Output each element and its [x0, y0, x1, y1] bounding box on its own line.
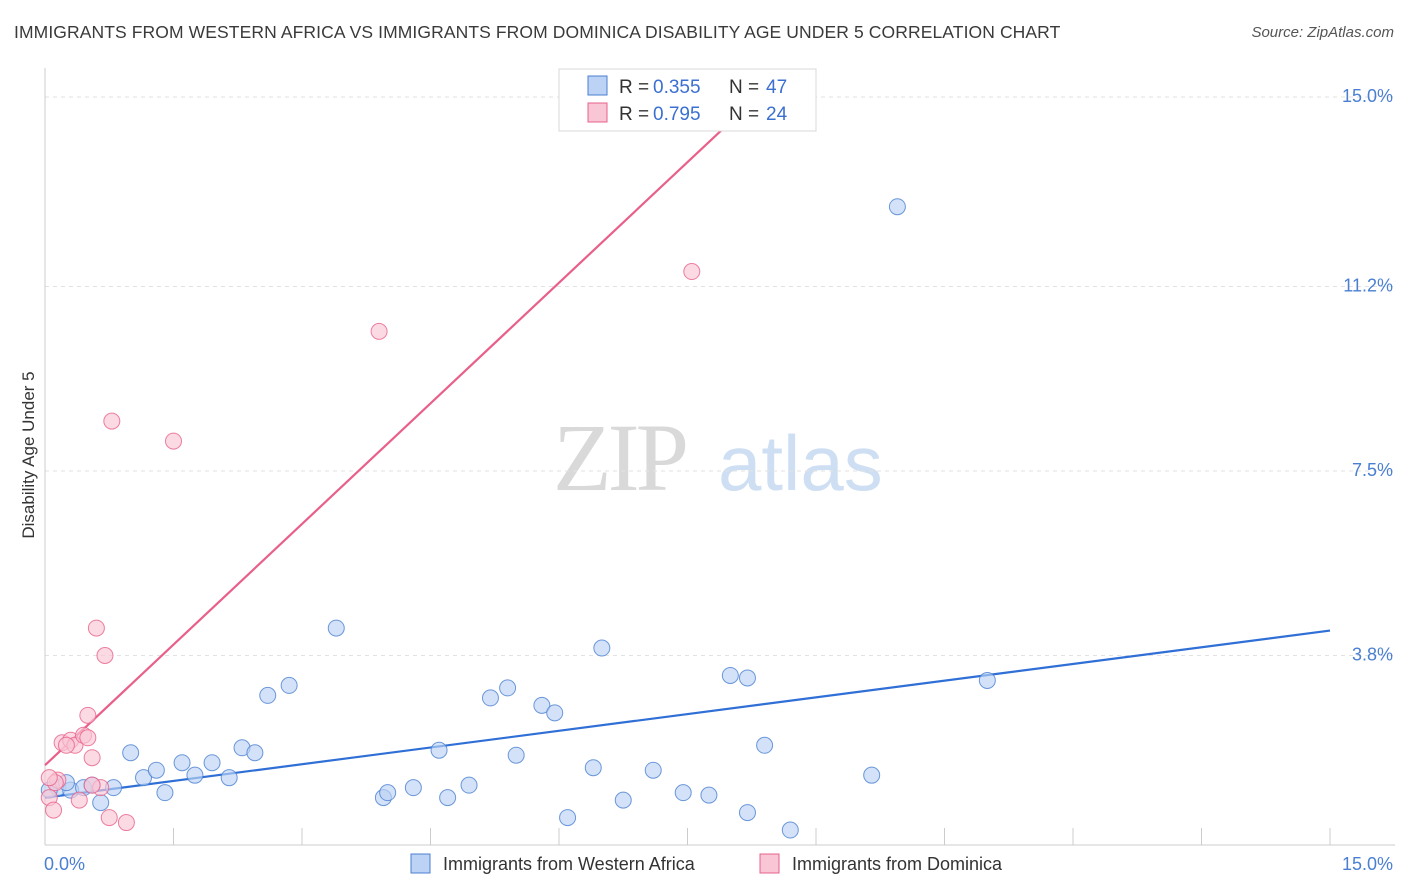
- dominica-point: [370, 322, 388, 340]
- western-africa-point: [507, 746, 525, 764]
- y-tick-label: 11.2%: [1343, 275, 1393, 295]
- western-africa-point: [481, 689, 499, 707]
- dominica-point: [683, 263, 701, 281]
- bottom-legend-label-blue: Immigrants from Western Africa: [443, 854, 696, 874]
- western-africa-point: [246, 744, 264, 762]
- western-africa-point: [327, 619, 345, 637]
- dominica-point: [96, 647, 114, 665]
- x-tick-labels: 0.0% 15.0%: [44, 854, 1393, 874]
- dominica-point: [83, 749, 101, 767]
- legend-n-label-1: N =: [729, 77, 759, 98]
- source-label: Source: ZipAtlas.com: [1251, 24, 1394, 41]
- bottom-legend: Immigrants from Western Africa Immigrant…: [410, 853, 1003, 874]
- x-tick-label: 15.0%: [1342, 854, 1393, 874]
- western-africa-point: [135, 769, 153, 787]
- western-africa-point: [404, 779, 422, 797]
- western-africa-point: [738, 804, 756, 822]
- western-africa-point: [593, 639, 611, 657]
- grid-lines: [45, 96, 1395, 657]
- western-africa-point: [379, 784, 397, 802]
- western-africa-point: [499, 679, 517, 697]
- western-africa-point: [644, 761, 662, 779]
- axes: [44, 68, 1395, 846]
- y-tick-labels: 3.8% 7.5% 11.2% 15.0%: [1342, 86, 1393, 665]
- western-africa-point: [173, 754, 191, 772]
- western-africa-point: [259, 686, 277, 704]
- western-africa-point: [92, 794, 110, 812]
- dominica-point: [103, 412, 121, 430]
- western-africa-point: [700, 786, 718, 804]
- western-africa-point: [460, 776, 478, 794]
- y-tick-label: 7.5%: [1352, 460, 1393, 480]
- western-africa-point: [430, 741, 448, 759]
- western-africa-point: [756, 736, 774, 754]
- bottom-legend-label-pink: Immigrants from Dominica: [792, 854, 1003, 874]
- legend-r-label-2: R =: [619, 104, 649, 125]
- western-africa-point: [978, 671, 996, 689]
- western-africa-point: [203, 754, 221, 772]
- data-points: [40, 198, 996, 839]
- western-africa-point: [280, 676, 298, 694]
- legend-n-value-2: 24: [766, 104, 788, 125]
- western-africa-point: [863, 766, 881, 784]
- western-africa-point: [888, 198, 906, 216]
- western-africa-point: [546, 704, 564, 722]
- dominica-point: [100, 809, 118, 827]
- chart-title: IMMIGRANTS FROM WESTERN AFRICA VS IMMIGR…: [14, 22, 1061, 42]
- western-africa-point: [584, 759, 602, 777]
- legend-box: R = 0.355 N = 47 R = 0.795 N = 24: [558, 68, 817, 132]
- western-africa-trend-line: [44, 629, 1331, 799]
- legend-r-value-1: 0.355: [653, 77, 701, 98]
- legend-r-value-2: 0.795: [653, 104, 701, 125]
- y-axis-title: Disability Age Under 5: [19, 371, 38, 538]
- watermark-atlas: atlas: [718, 419, 883, 507]
- y-tick-label: 15.0%: [1342, 86, 1393, 106]
- dominica-point: [87, 619, 105, 637]
- western-africa-point: [186, 766, 204, 784]
- dominica-point: [45, 801, 63, 819]
- dominica-point: [57, 736, 75, 754]
- legend-swatch-pink: [587, 102, 608, 123]
- legend-r-label-1: R =: [619, 77, 649, 98]
- trend-lines: [44, 121, 1331, 799]
- dominica-point: [70, 791, 88, 809]
- western-africa-point: [738, 669, 756, 687]
- dominica-trend-line: [44, 121, 732, 767]
- watermark-zip: ZIP: [553, 404, 686, 511]
- western-africa-point: [122, 744, 140, 762]
- legend-n-value-1: 47: [766, 77, 787, 98]
- bottom-legend-swatch-pink: [759, 853, 780, 874]
- western-africa-point: [533, 696, 551, 714]
- legend-swatch-blue: [587, 75, 608, 96]
- western-africa-point: [781, 821, 799, 839]
- dominica-point: [83, 776, 101, 794]
- western-africa-point: [147, 761, 165, 779]
- dominica-point: [117, 814, 135, 832]
- legend-n-label-2: N =: [729, 104, 759, 125]
- dominica-point: [79, 729, 97, 747]
- dominica-point: [79, 706, 97, 724]
- western-africa-point: [439, 789, 457, 807]
- western-africa-point: [156, 784, 174, 802]
- y-tick-label: 3.8%: [1352, 645, 1393, 665]
- western-africa-point: [614, 791, 632, 809]
- western-africa-point: [721, 666, 739, 684]
- x-tick-label: 0.0%: [44, 854, 85, 874]
- bottom-legend-swatch-blue: [410, 853, 431, 874]
- dominica-point: [165, 432, 182, 450]
- western-africa-point: [674, 784, 692, 802]
- dominica-point: [40, 769, 58, 787]
- western-africa-point: [220, 769, 238, 787]
- western-africa-point: [559, 809, 577, 827]
